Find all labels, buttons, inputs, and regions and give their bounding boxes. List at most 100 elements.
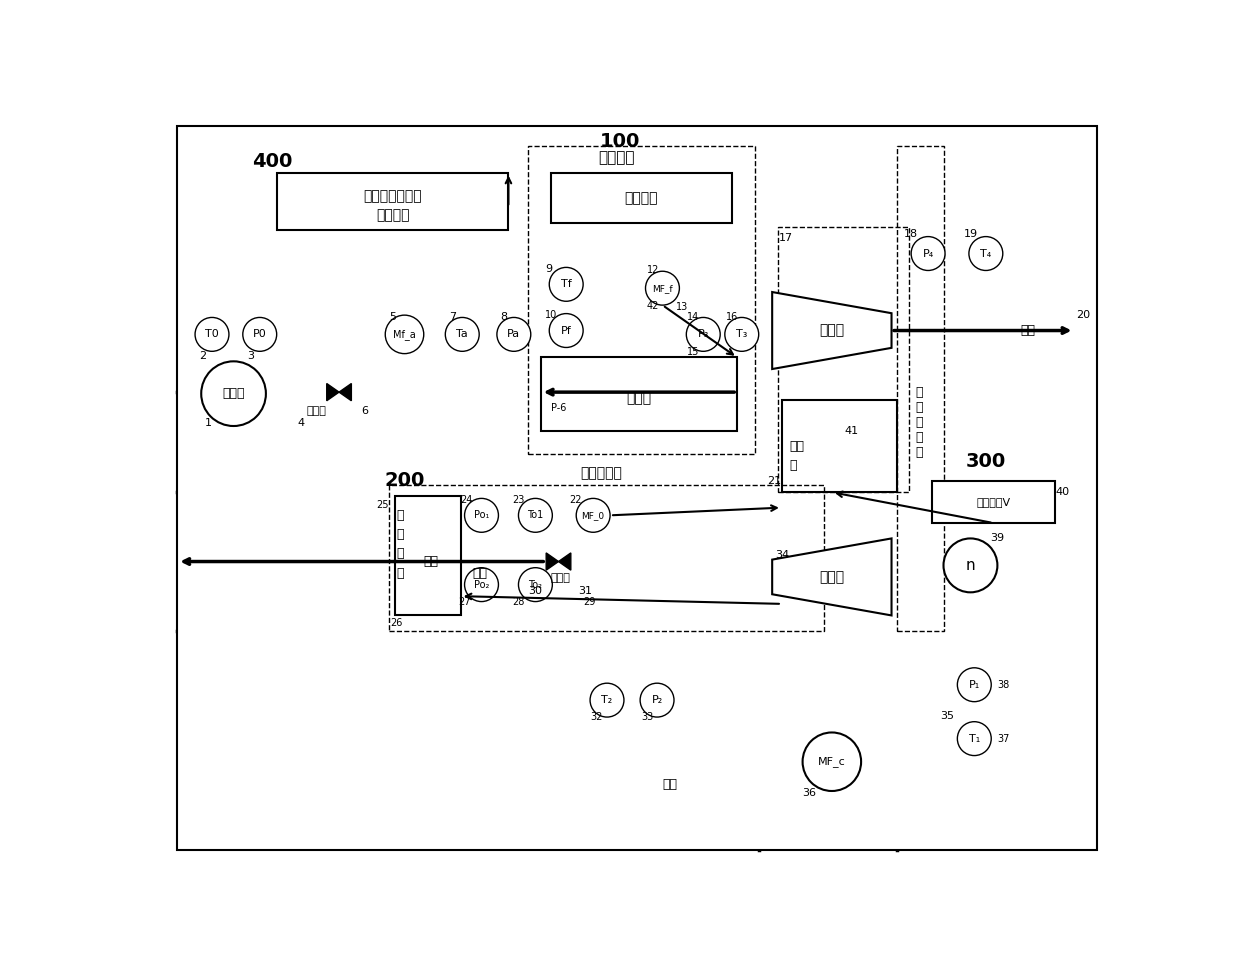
Circle shape xyxy=(802,733,861,791)
Polygon shape xyxy=(546,553,558,571)
Text: 节流阀: 节流阀 xyxy=(306,405,326,415)
Bar xyxy=(278,173,508,231)
Text: 外气源: 外气源 xyxy=(222,387,244,401)
Text: 18: 18 xyxy=(904,230,919,239)
Text: 箱: 箱 xyxy=(397,567,404,579)
Bar xyxy=(777,227,909,492)
Text: 大气: 大气 xyxy=(424,555,439,568)
Text: T₂: T₂ xyxy=(601,695,613,705)
Text: 20: 20 xyxy=(1076,310,1090,320)
Circle shape xyxy=(911,236,945,271)
Text: T₄: T₄ xyxy=(981,248,992,259)
Text: 23: 23 xyxy=(512,495,525,505)
Text: 数据控制与采集: 数据控制与采集 xyxy=(363,189,423,203)
Text: To1: To1 xyxy=(527,510,543,521)
Text: 涡轮机: 涡轮机 xyxy=(820,323,844,337)
Text: 300: 300 xyxy=(966,452,1006,471)
Text: Pa: Pa xyxy=(507,329,521,339)
Text: 油: 油 xyxy=(397,547,404,561)
Circle shape xyxy=(549,268,583,301)
Circle shape xyxy=(518,568,552,602)
Text: Tf: Tf xyxy=(560,279,572,289)
Circle shape xyxy=(968,236,1003,271)
Text: Ta: Ta xyxy=(456,329,469,339)
Text: 26: 26 xyxy=(391,618,403,628)
Text: 体: 体 xyxy=(790,459,797,472)
Text: 14: 14 xyxy=(687,312,699,321)
Text: Mf_a: Mf_a xyxy=(393,329,415,340)
Circle shape xyxy=(195,318,229,352)
Circle shape xyxy=(590,683,624,717)
Text: Po₁: Po₁ xyxy=(474,510,490,521)
Circle shape xyxy=(201,361,265,426)
Text: 40: 40 xyxy=(1055,488,1070,497)
Text: 润滑油系统: 润滑油系统 xyxy=(580,466,621,480)
Text: 200: 200 xyxy=(384,471,424,490)
Text: 42: 42 xyxy=(647,301,660,311)
Circle shape xyxy=(725,318,759,352)
Text: P₄: P₄ xyxy=(923,248,934,259)
Circle shape xyxy=(243,318,277,352)
Bar xyxy=(389,485,825,631)
Text: P0: P0 xyxy=(253,329,267,339)
Text: 17: 17 xyxy=(779,234,792,243)
Text: 31: 31 xyxy=(578,586,593,596)
Text: 16: 16 xyxy=(725,312,738,321)
Text: 35: 35 xyxy=(940,710,955,720)
Text: 41: 41 xyxy=(844,426,858,436)
Text: 29: 29 xyxy=(583,597,595,607)
Text: 38: 38 xyxy=(997,680,1009,690)
Circle shape xyxy=(686,318,720,352)
Text: 应变电压V: 应变电压V xyxy=(976,497,1011,507)
Bar xyxy=(541,358,737,431)
Text: 19: 19 xyxy=(963,230,977,239)
Text: To₂: To₂ xyxy=(528,579,542,590)
Text: 9: 9 xyxy=(546,264,553,274)
Text: 处理系统: 处理系统 xyxy=(376,208,409,222)
Text: 27: 27 xyxy=(459,597,471,607)
Text: 燃烧室: 燃烧室 xyxy=(626,392,651,405)
Text: 压气机: 压气机 xyxy=(820,570,844,584)
Circle shape xyxy=(386,316,424,354)
Text: 32: 32 xyxy=(590,712,603,722)
Text: 24: 24 xyxy=(460,495,472,505)
Text: 33: 33 xyxy=(641,712,653,722)
Polygon shape xyxy=(326,384,339,401)
Text: 涡
轮
增
压
器: 涡 轮 增 压 器 xyxy=(915,387,923,459)
Text: 大气: 大气 xyxy=(1021,324,1035,337)
Text: P₂: P₂ xyxy=(651,695,662,705)
Text: T₃: T₃ xyxy=(737,329,748,339)
Text: T0: T0 xyxy=(205,329,219,339)
Polygon shape xyxy=(339,384,351,401)
Text: 4: 4 xyxy=(298,418,304,428)
Bar xyxy=(898,146,944,631)
Circle shape xyxy=(944,538,997,592)
Text: 2: 2 xyxy=(200,351,206,361)
Circle shape xyxy=(640,683,675,717)
Text: 大气: 大气 xyxy=(662,779,677,791)
Circle shape xyxy=(957,722,991,755)
Bar xyxy=(396,496,461,616)
Text: 21: 21 xyxy=(768,476,781,486)
Bar xyxy=(781,400,898,492)
Text: 7: 7 xyxy=(449,312,456,321)
Polygon shape xyxy=(558,553,570,571)
Text: 6: 6 xyxy=(361,405,368,415)
Text: 燃料供给: 燃料供给 xyxy=(624,191,657,205)
Circle shape xyxy=(957,668,991,701)
Text: 1: 1 xyxy=(205,418,212,428)
Text: MF_c: MF_c xyxy=(818,756,846,767)
Text: 37: 37 xyxy=(997,734,1009,743)
Text: Po₂: Po₂ xyxy=(474,579,490,590)
Text: 大气: 大气 xyxy=(472,567,487,579)
Text: 36: 36 xyxy=(802,787,816,797)
Bar xyxy=(551,173,732,223)
Text: T₁: T₁ xyxy=(968,734,980,743)
Circle shape xyxy=(518,498,552,532)
Text: 25: 25 xyxy=(377,500,389,510)
Circle shape xyxy=(577,498,610,532)
Text: 5: 5 xyxy=(389,312,397,321)
Text: 润: 润 xyxy=(397,509,404,522)
Circle shape xyxy=(465,498,498,532)
Text: P-6: P-6 xyxy=(551,403,567,412)
